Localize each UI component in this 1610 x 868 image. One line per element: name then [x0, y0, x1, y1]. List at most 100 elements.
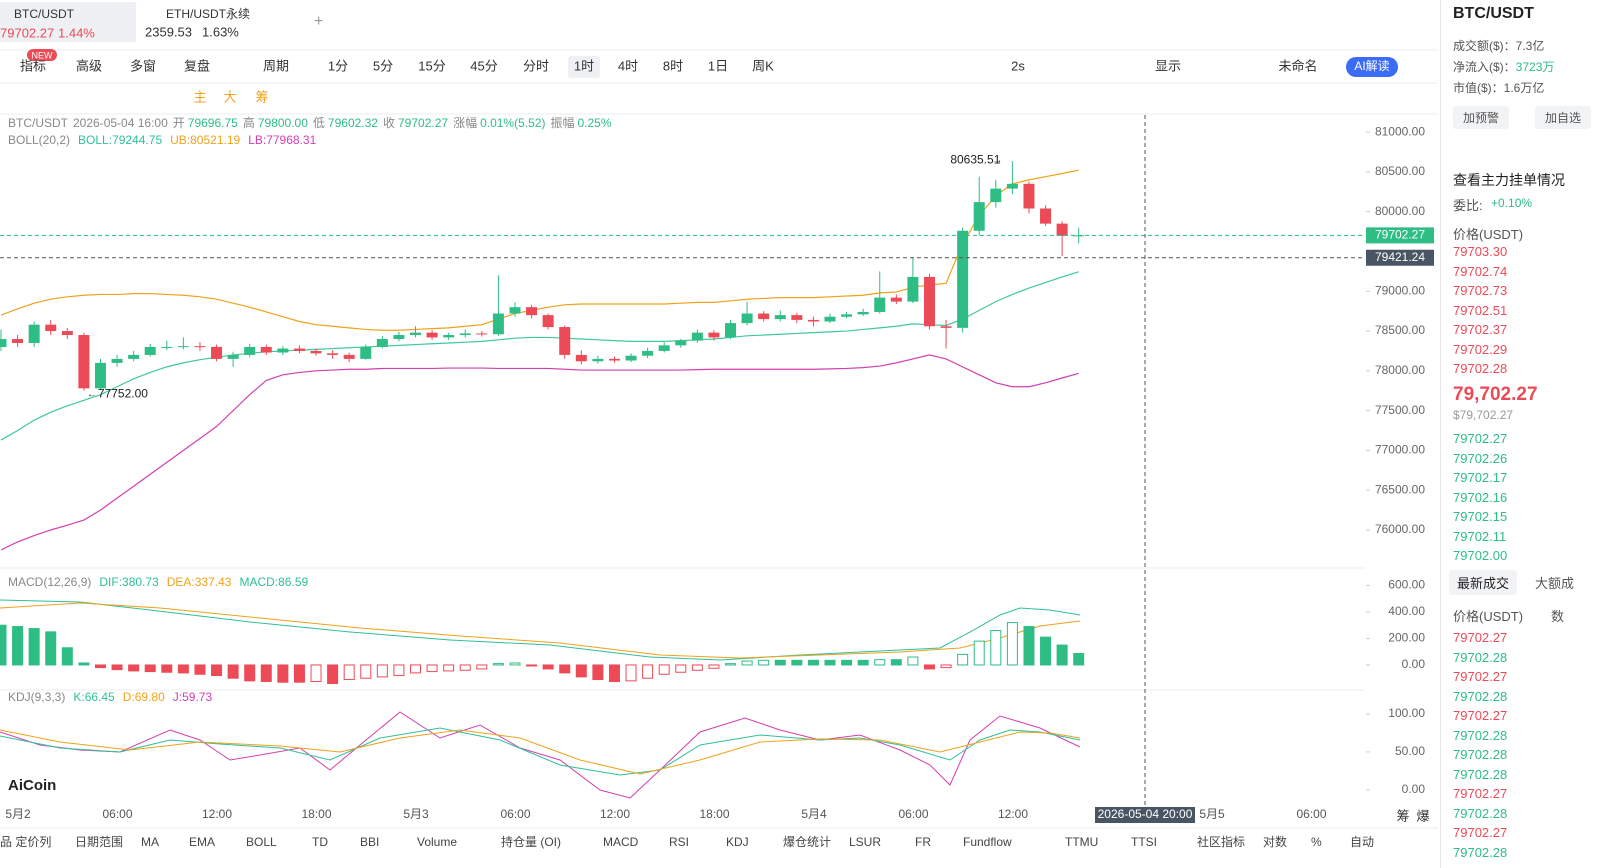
x-tick-label: 06:00 — [1296, 807, 1326, 821]
bottom-tab[interactable]: % — [1311, 835, 1322, 849]
side-button[interactable]: 加预警 — [1453, 106, 1510, 129]
toolbar-item[interactable]: 指标 — [20, 58, 46, 73]
bottom-tab[interactable]: KDJ — [726, 835, 749, 849]
draw-tool[interactable]: 主 — [193, 89, 206, 104]
trade-tab[interactable]: 最新成交 — [1449, 570, 1518, 595]
y-tick-label: 200.00 — [1388, 631, 1425, 645]
bottom-tab[interactable]: TD — [312, 835, 328, 849]
crosshair-time: 2026-05-04 20:00 — [1098, 807, 1193, 821]
boll-line — [0, 271, 1079, 441]
j-line — [0, 711, 1081, 799]
draw-tool[interactable]: 筹 — [255, 89, 268, 104]
toolbar-item[interactable]: 周期 — [263, 58, 289, 73]
macd-bar — [526, 664, 538, 667]
y-tick-label: 78500.00 — [1375, 323, 1425, 337]
toolbar-item[interactable]: 周K — [752, 58, 774, 73]
y-tick-label: 77000.00 — [1375, 443, 1425, 457]
y-tick-label: 76000.00 — [1375, 522, 1425, 536]
last-price-label: 79702.27 — [1375, 228, 1425, 242]
indicator-legend: KDJ(9,3,3) K:66.45 D:69.80 J:59.73 — [8, 690, 212, 704]
ai-button[interactable]: AI解读 — [1354, 59, 1389, 73]
toolbar-item[interactable]: 多窗 — [130, 58, 156, 73]
toolbar-item[interactable]: 1日 — [708, 58, 728, 73]
toolbar-item[interactable]: 4时 — [618, 58, 638, 73]
toolbar-item[interactable]: 复盘 — [184, 58, 210, 73]
axis-button[interactable]: 爆 — [1416, 808, 1429, 823]
candle-body — [691, 332, 703, 341]
bottom-tab[interactable]: Fundflow — [963, 835, 1012, 849]
bottom-tab[interactable]: MACD — [603, 835, 639, 849]
bottom-tab[interactable]: 社区指标 — [1197, 834, 1245, 849]
macd-bar — [990, 630, 1002, 666]
bottom-tab[interactable]: BOLL — [246, 835, 277, 849]
toolbar-item[interactable]: 2s — [1011, 58, 1025, 73]
bottom-tab[interactable]: EMA — [189, 835, 215, 849]
indicator-value: MACD:86.59 — [239, 575, 308, 589]
macd-bar — [542, 664, 554, 670]
macd-bar — [111, 664, 123, 671]
bottom-tab[interactable]: LSUR — [849, 835, 881, 849]
macd-bar — [758, 659, 770, 666]
macd-bar — [492, 663, 504, 666]
candle-body — [708, 332, 720, 338]
indicator-value: DIF:380.73 — [99, 575, 159, 589]
toolbar-item[interactable]: 1分 — [328, 58, 348, 73]
macd-bar — [725, 663, 737, 666]
x-tick-label: 5月4 — [801, 807, 827, 821]
candle-body — [327, 353, 339, 355]
info-token: 0.01%(5.52) — [480, 116, 545, 130]
candle-body — [907, 276, 919, 302]
bottom-tab[interactable]: 持仓量 (OI) — [501, 834, 561, 849]
bottom-tab[interactable]: 爆仓统计 — [783, 835, 831, 849]
macd-bar — [177, 664, 189, 674]
trade-tab[interactable]: 大额成 — [1535, 576, 1575, 591]
stat-label: 净流入($)：3723万 — [1453, 60, 1555, 74]
k-line — [0, 727, 1081, 776]
toolbar-item[interactable]: 1时 — [574, 58, 594, 73]
trade-price: 79702.27 — [1453, 825, 1508, 840]
axis-button[interactable]: 筹 — [1396, 808, 1409, 823]
toolbar-item[interactable]: 高级 — [76, 58, 102, 73]
bottom-tab[interactable]: FR — [915, 835, 931, 849]
trade-price: 79702.27 — [1453, 669, 1508, 684]
bottom-tab[interactable]: TTSI — [1131, 835, 1157, 849]
toolbar-item[interactable]: 显示 — [1155, 58, 1181, 73]
toolbar-item[interactable]: 45分 — [470, 58, 497, 73]
toolbar-item[interactable]: 8时 — [663, 58, 683, 73]
toolbar-item[interactable]: 15分 — [418, 58, 445, 73]
tab-symbol[interactable]: BTC/USDT — [14, 7, 75, 21]
bottom-tab[interactable]: 对数 — [1263, 834, 1287, 849]
side-button[interactable]: 加自选 — [1535, 106, 1592, 129]
candle-body — [28, 324, 40, 343]
y-tick-label: 78000.00 — [1375, 363, 1425, 377]
bottom-tab[interactable]: TTMU — [1065, 835, 1098, 849]
indicator-legend: MACD(12,26,9) DIF:380.73 DEA:337.43 MACD:86… — [8, 575, 308, 589]
stat-value: 7.3亿 — [1515, 39, 1545, 53]
tab-price: 79702.27 — [0, 25, 54, 40]
macd-bar — [161, 664, 173, 673]
active-tab[interactable] — [0, 2, 136, 42]
bottom-tab[interactable]: 日期范围 — [75, 835, 123, 849]
bottom-tab[interactable]: BBI — [360, 835, 379, 849]
info-token: 振幅 — [550, 115, 574, 130]
bottom-tab[interactable]: MA — [141, 835, 159, 849]
toolbar-item[interactable]: 5分 — [373, 58, 393, 73]
toolbar-item[interactable]: 未命名 — [1278, 58, 1317, 73]
bottom-tab[interactable]: Volume — [417, 835, 457, 849]
bottom-tab[interactable]: RSI — [669, 835, 689, 849]
candle-body — [144, 346, 156, 355]
toolbar-item[interactable]: 分时 — [523, 58, 549, 73]
draw-tool[interactable]: 大 — [223, 89, 236, 104]
indicator-value: D:69.80 — [123, 690, 165, 704]
candle-body — [923, 276, 935, 327]
last-price: 79,702.27 — [1453, 384, 1538, 405]
macd-bar — [45, 631, 57, 666]
arrow: ← — [87, 389, 97, 400]
tab-symbol[interactable]: ETH/USDT永续 — [166, 7, 250, 21]
ai-button-bg — [1346, 57, 1398, 77]
bottom-tab[interactable]: 自动 — [1350, 835, 1374, 849]
macd-bar — [12, 626, 24, 666]
x-tick-label: 06:00 — [500, 807, 530, 821]
bottom-tab[interactable]: 品 定价列 — [0, 834, 51, 849]
candle-body — [393, 335, 405, 340]
